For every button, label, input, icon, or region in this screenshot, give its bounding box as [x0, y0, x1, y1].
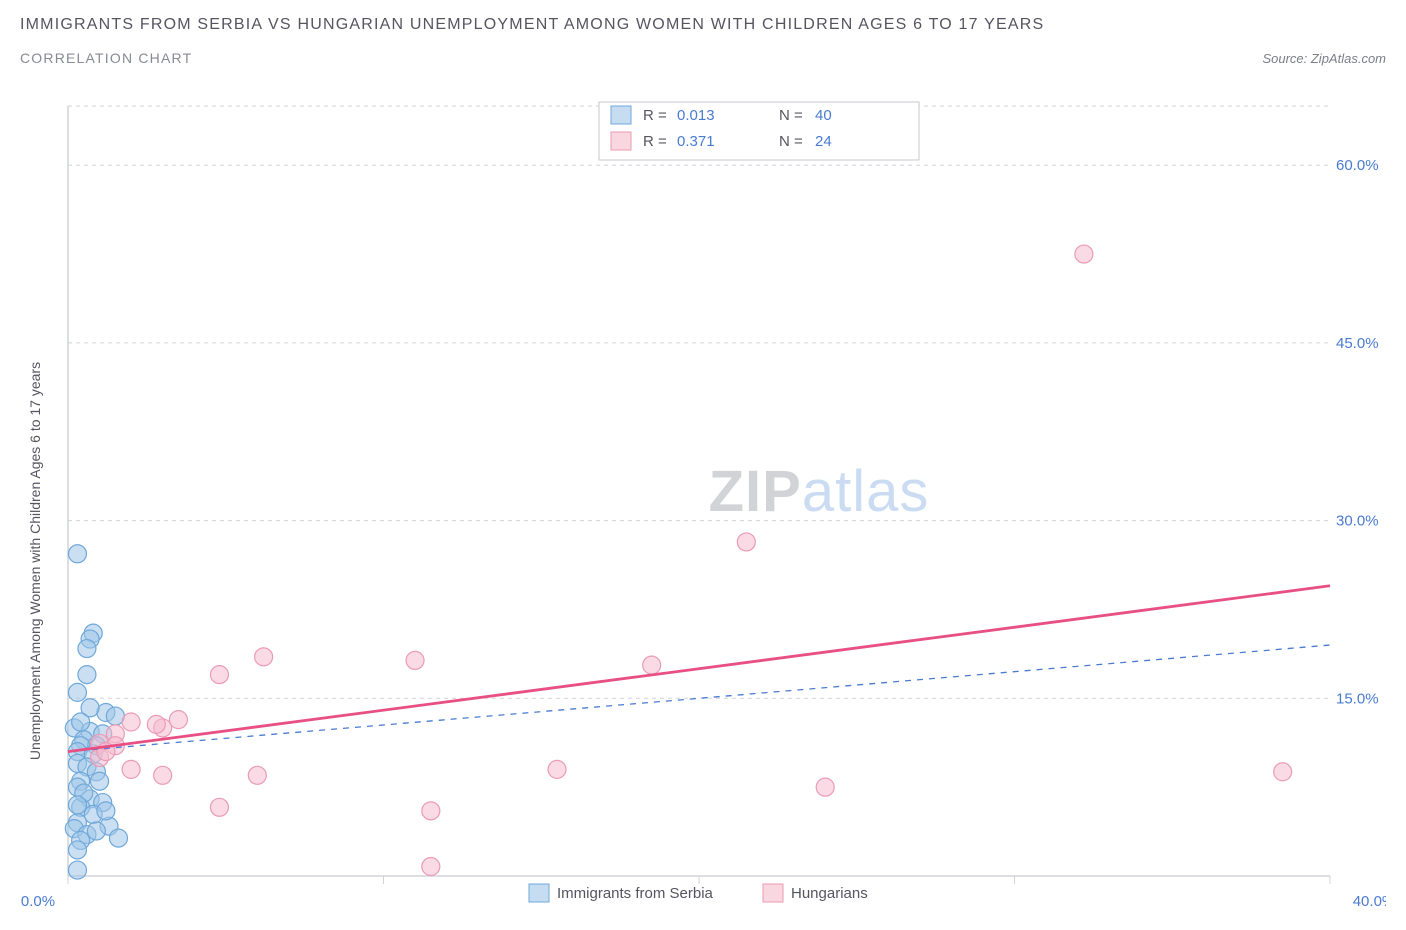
y-tick-label: 60.0%	[1336, 157, 1379, 174]
data-point	[97, 802, 115, 820]
y-axis-label: Unemployment Among Women with Children A…	[27, 362, 43, 760]
source-attribution: Source: ZipAtlas.com	[1262, 51, 1386, 66]
stat-key: R =	[643, 107, 667, 124]
data-point	[1075, 245, 1093, 263]
legend-label: Immigrants from Serbia	[557, 885, 714, 902]
stat-key: N =	[779, 107, 803, 124]
data-point	[87, 822, 105, 840]
data-point	[248, 766, 266, 784]
trend-line	[68, 586, 1330, 752]
data-point	[68, 683, 86, 701]
stat-key: R =	[643, 133, 667, 150]
data-point	[147, 715, 165, 733]
legend-swatch	[763, 884, 783, 902]
y-tick-label: 45.0%	[1336, 335, 1379, 352]
data-point	[68, 841, 86, 859]
legend-label: Hungarians	[791, 885, 868, 902]
data-point	[68, 796, 86, 814]
y-tick-label: 30.0%	[1336, 513, 1379, 530]
data-point	[122, 713, 140, 731]
page-title: IMMIGRANTS FROM SERBIA VS HUNGARIAN UNEM…	[20, 16, 1386, 34]
stat-value: 40	[815, 107, 832, 124]
stat-key: N =	[779, 133, 803, 150]
data-point	[109, 829, 127, 847]
stat-value: 0.371	[677, 133, 715, 150]
data-point	[422, 858, 440, 876]
x-tick-label: 40.0%	[1353, 893, 1386, 910]
data-point	[255, 648, 273, 666]
data-point	[68, 861, 86, 879]
data-point	[210, 666, 228, 684]
y-tick-label: 15.0%	[1336, 690, 1379, 707]
data-point	[91, 772, 109, 790]
data-point	[154, 766, 172, 784]
stat-value: 0.013	[677, 107, 715, 124]
data-point	[78, 640, 96, 658]
watermark: ZIPatlas	[709, 459, 930, 524]
data-point	[68, 545, 86, 563]
data-point	[72, 713, 90, 731]
chart-subtitle: CORRELATION CHART	[20, 50, 192, 66]
data-point	[210, 798, 228, 816]
data-point	[169, 711, 187, 729]
stat-value: 24	[815, 133, 832, 150]
data-point	[737, 533, 755, 551]
data-point	[78, 666, 96, 684]
data-point	[816, 778, 834, 796]
data-point	[406, 651, 424, 669]
data-point	[548, 760, 566, 778]
correlation-chart: 0.0% 40.0% 15.0% 30.0% 45.0% 60.0% Unemploymen…	[20, 96, 1386, 920]
legend-swatch	[611, 106, 631, 124]
legend-swatch	[611, 132, 631, 150]
data-point	[422, 802, 440, 820]
x-tick-label: 0.0%	[21, 893, 55, 910]
data-point	[122, 760, 140, 778]
legend-swatch	[529, 884, 549, 902]
data-point	[1274, 763, 1292, 781]
data-point	[643, 656, 661, 674]
